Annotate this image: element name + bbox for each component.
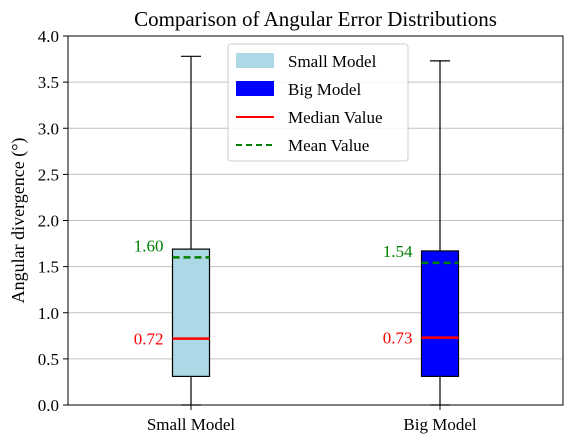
- y-tick-label: 4.0: [38, 27, 59, 46]
- y-tick-label: 2.5: [38, 165, 59, 184]
- plot-frame: [67, 35, 564, 406]
- y-tick-label: 2.0: [38, 212, 59, 231]
- x-tick-label: Small Model: [147, 415, 236, 434]
- small-model-median-label: 0.72: [134, 330, 164, 349]
- legend-swatch-small-model: [236, 53, 274, 68]
- legend-box: [227, 43, 409, 162]
- small-model-mean-label: 1.60: [134, 236, 164, 255]
- big-model-median-label: 0.73: [383, 329, 413, 348]
- big-model-box: [420, 250, 460, 378]
- y-tick-label: 0.5: [38, 350, 59, 369]
- legend-swatch-big-model: [236, 81, 274, 96]
- y-tick-label: 1.0: [38, 304, 59, 323]
- legend-label-mean-value: Mean Value: [288, 136, 369, 155]
- chart-title: Comparison of Angular Error Distribution…: [134, 7, 497, 31]
- legend-label-median-value: Median Value: [288, 108, 383, 127]
- small-model-box: [171, 248, 211, 378]
- y-tick-label: 3.5: [38, 73, 59, 92]
- x-tick-label: Big Model: [403, 415, 476, 434]
- y-axis-label: Angular divergence (°): [8, 138, 29, 304]
- legend-label-big-model: Big Model: [288, 80, 361, 99]
- y-tick-label: 1.5: [38, 258, 59, 277]
- big-model-mean-label: 1.54: [383, 242, 413, 261]
- legend-label-small-model: Small Model: [288, 52, 377, 71]
- y-tick-label: 0.0: [38, 396, 59, 415]
- y-tick-label: 3.0: [38, 119, 59, 138]
